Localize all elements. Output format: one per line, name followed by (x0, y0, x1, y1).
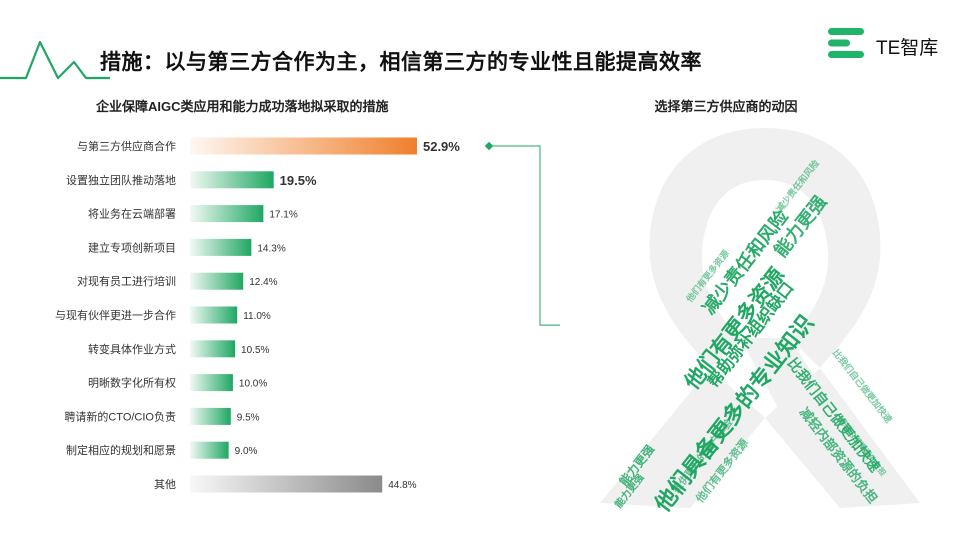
value-label: 19.5% (280, 173, 317, 188)
bar (190, 340, 236, 358)
value-label: 10.0% (239, 379, 267, 390)
bar (190, 306, 238, 324)
logo-mark-icon (828, 28, 864, 58)
pulse-line-decoration (0, 40, 110, 80)
category-label: 制定相应的规划和愿景 (66, 443, 176, 457)
word-cloud-ribbon: 他们具备更多的专业知识他们有更多资源帮助弥补组织缺口减少责任和风险能力更强比我们… (600, 128, 920, 518)
category-label: 对现有员工进行培训 (77, 274, 176, 288)
brand-logo: TE智库 (826, 26, 946, 62)
connector-line (484, 141, 560, 326)
category-label: 聘请新的CTO/CIO负责 (64, 409, 176, 423)
word-cloud-title: 选择第三方供应商的动因 (654, 99, 798, 114)
category-label: 建立专项创新项目 (88, 240, 176, 254)
chart-title: 企业保障AIGC类应用和能力成功落地拟采取的措施 (96, 99, 389, 114)
category-label: 设置独立团队推动落地 (66, 173, 176, 187)
bar (190, 475, 383, 493)
bar (190, 374, 233, 392)
value-label: 9.5% (237, 412, 260, 423)
bar (190, 137, 417, 155)
value-label: 17.1% (269, 210, 297, 221)
bar-chart: 与第三方供应商合作 52.9% 设置独立团队推动落地 19.5% 将业务在云端部署 17.… (55, 137, 560, 493)
category-label: 将业务在云端部署 (88, 207, 176, 221)
logo-text: TE智库 (876, 38, 939, 59)
category-label: 与现有伙伴更进一步合作 (55, 308, 176, 322)
bar (190, 441, 229, 459)
value-label: 52.9% (423, 139, 460, 154)
category-label: 与第三方供应商合作 (77, 139, 176, 153)
bar (190, 407, 231, 425)
value-label: 10.5% (241, 345, 269, 356)
category-label: 其他 (154, 478, 176, 491)
value-label: 9.0% (235, 446, 258, 457)
bar (190, 171, 274, 189)
category-label: 转变具体作业方式 (88, 342, 176, 356)
value-label: 44.8% (388, 480, 416, 491)
value-label: 14.3% (257, 243, 285, 254)
bar (190, 272, 244, 290)
category-label: 明晰数字化所有权 (88, 376, 176, 390)
ribbon-shape (600, 128, 920, 508)
bar (190, 238, 252, 256)
value-label: 11.0% (243, 311, 271, 322)
page-title: 措施：以与第三方合作为主，相信第三方的专业性且能提高效率 (100, 51, 702, 74)
bar (190, 205, 264, 223)
value-label: 12.4% (249, 277, 277, 288)
